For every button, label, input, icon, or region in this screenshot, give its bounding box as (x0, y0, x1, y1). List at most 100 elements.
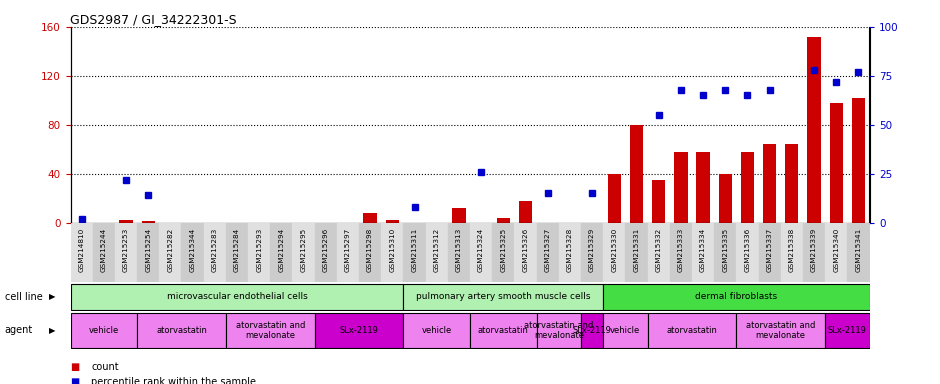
Text: percentile rank within the sample: percentile rank within the sample (91, 377, 257, 384)
Bar (785, 144, 798, 223)
Text: GSM215295: GSM215295 (301, 227, 306, 272)
Text: GSM215331: GSM215331 (634, 227, 639, 272)
Bar (159, 223, 181, 282)
Bar (364, 213, 377, 223)
Text: atorvastatin and
mevalonate: atorvastatin and mevalonate (525, 321, 593, 340)
Bar (447, 223, 470, 282)
Text: ▶: ▶ (49, 326, 55, 335)
Bar (519, 201, 532, 223)
Text: ■: ■ (70, 362, 80, 372)
Bar (558, 223, 581, 282)
Text: cell line: cell line (5, 291, 42, 302)
Text: GSM215326: GSM215326 (523, 227, 528, 272)
Text: GSM215254: GSM215254 (145, 227, 151, 272)
Text: GSM215283: GSM215283 (212, 227, 218, 272)
Bar (70, 223, 93, 282)
Bar (603, 313, 648, 348)
Text: ■: ■ (70, 377, 80, 384)
Bar (625, 223, 648, 282)
Text: GSM215338: GSM215338 (789, 227, 795, 272)
Text: atorvastatin: atorvastatin (478, 326, 528, 335)
Bar (115, 223, 137, 282)
Text: atorvastatin: atorvastatin (666, 326, 717, 335)
Bar (803, 223, 825, 282)
Bar (741, 152, 754, 223)
Bar (759, 223, 781, 282)
Bar (607, 174, 621, 223)
Bar (70, 313, 137, 348)
Bar (403, 223, 426, 282)
Bar (825, 223, 847, 282)
Text: GSM215329: GSM215329 (589, 227, 595, 272)
Text: GDS2987 / GI_34222301-S: GDS2987 / GI_34222301-S (70, 13, 237, 26)
Bar (493, 223, 514, 282)
Bar (452, 208, 465, 223)
Bar (315, 313, 403, 348)
Bar (119, 220, 133, 223)
Bar (271, 223, 292, 282)
Bar (496, 218, 509, 223)
Bar (652, 180, 666, 223)
Text: GSM215284: GSM215284 (234, 227, 240, 272)
Bar (403, 313, 470, 348)
Text: GSM215296: GSM215296 (322, 227, 329, 272)
Bar (537, 223, 558, 282)
Text: GSM215341: GSM215341 (855, 227, 861, 272)
Text: GSM215336: GSM215336 (744, 227, 750, 272)
Bar (581, 223, 603, 282)
Text: GSM215333: GSM215333 (678, 227, 683, 272)
Bar (852, 98, 865, 223)
Text: SLx-2119: SLx-2119 (828, 326, 867, 335)
Text: GSM215330: GSM215330 (611, 227, 618, 272)
Bar (470, 223, 493, 282)
Bar (807, 36, 821, 223)
Text: atorvastatin and
mevalonate: atorvastatin and mevalonate (746, 321, 815, 340)
Bar (181, 223, 204, 282)
Text: ▶: ▶ (49, 292, 55, 301)
Bar (514, 223, 537, 282)
Bar (829, 103, 843, 223)
Bar (714, 223, 736, 282)
Text: atorvastatin: atorvastatin (156, 326, 207, 335)
Text: vehicle: vehicle (421, 326, 452, 335)
Text: GSM215332: GSM215332 (656, 227, 662, 272)
Bar (781, 223, 803, 282)
Bar (226, 313, 315, 348)
Bar (292, 223, 315, 282)
Bar (93, 223, 115, 282)
Bar (537, 313, 581, 348)
Bar (763, 144, 776, 223)
Text: GSM215244: GSM215244 (101, 227, 107, 272)
Text: GSM215253: GSM215253 (123, 227, 129, 272)
Bar (359, 223, 382, 282)
Bar (648, 313, 736, 348)
Bar (697, 152, 710, 223)
Text: GSM214810: GSM214810 (79, 227, 85, 272)
Text: vehicle: vehicle (610, 326, 640, 335)
Bar (226, 223, 248, 282)
Bar (648, 223, 669, 282)
Bar (581, 313, 603, 348)
Bar (70, 284, 403, 310)
Bar (248, 223, 271, 282)
Text: GSM215310: GSM215310 (389, 227, 396, 272)
Text: GSM215312: GSM215312 (433, 227, 440, 272)
Bar (674, 152, 687, 223)
Text: SLx-2119: SLx-2119 (339, 326, 379, 335)
Bar (603, 284, 870, 310)
Text: atorvastatin and
mevalonate: atorvastatin and mevalonate (236, 321, 305, 340)
Bar (403, 284, 603, 310)
Text: GSM215324: GSM215324 (478, 227, 484, 272)
Bar (137, 313, 226, 348)
Bar (426, 223, 447, 282)
Text: GSM215339: GSM215339 (811, 227, 817, 272)
Text: GSM215328: GSM215328 (567, 227, 572, 272)
Bar (736, 223, 759, 282)
Text: GSM215282: GSM215282 (167, 227, 173, 272)
Text: GSM215311: GSM215311 (412, 227, 417, 272)
Text: GSM215298: GSM215298 (368, 227, 373, 272)
Text: pulmonary artery smooth muscle cells: pulmonary artery smooth muscle cells (416, 292, 590, 301)
Text: GSM215313: GSM215313 (456, 227, 462, 272)
Text: vehicle: vehicle (88, 326, 119, 335)
Bar (315, 223, 337, 282)
